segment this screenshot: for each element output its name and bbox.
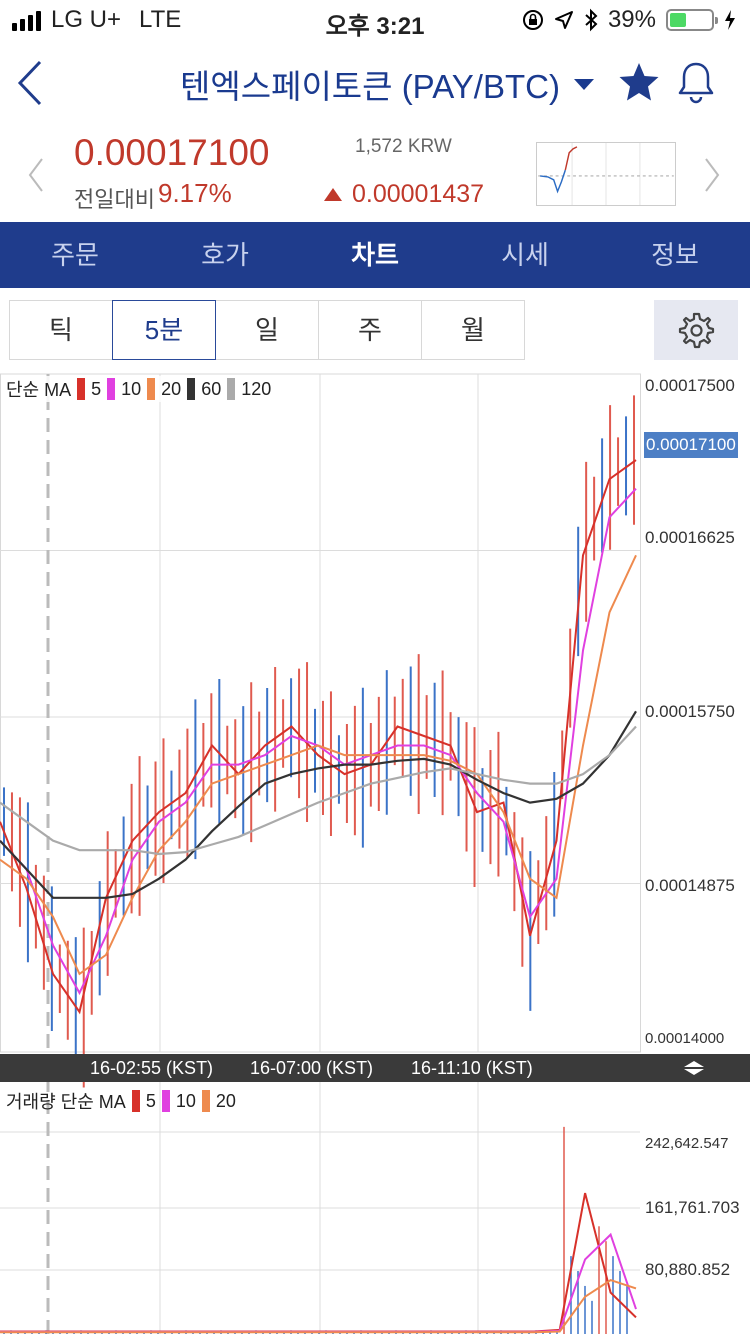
- volume-legend: 거래량 단순 MA 5 10 20: [6, 1088, 236, 1114]
- ma-line-20: [0, 554, 637, 976]
- y-tick-label: 0.00016625: [645, 528, 735, 547]
- tab-order[interactable]: 주문: [51, 240, 99, 270]
- tab-orderbook[interactable]: 호가: [201, 240, 249, 270]
- ma10-label: 10: [121, 378, 142, 399]
- ma20-swatch: [147, 378, 156, 400]
- ma-line-60: [0, 710, 637, 899]
- time-label: 16-02:55 (KST): [90, 1058, 214, 1078]
- y-tick-label: 0.00014000: [645, 1030, 725, 1047]
- tab-quotes[interactable]: 시세: [501, 240, 549, 270]
- period-tick[interactable]: 틱: [9, 300, 113, 360]
- vol-ma20-label: 20: [215, 1090, 236, 1111]
- favorite-star-icon[interactable]: [618, 62, 660, 102]
- page-title: 텐엑스페이토큰 (PAY/BTC): [180, 68, 560, 105]
- diff-label: 전일대비: [74, 187, 155, 212]
- chart-settings-button[interactable]: [654, 300, 738, 360]
- period-month[interactable]: 월: [421, 300, 525, 360]
- ma20-label: 20: [161, 378, 182, 399]
- ma120-label: 120: [241, 378, 272, 399]
- gear-icon: [678, 312, 715, 349]
- ma5-label: 5: [91, 378, 102, 399]
- time-label: 16-07:00 (KST): [250, 1058, 374, 1078]
- main-tabs: 주문 호가 차트 시세 정보: [0, 222, 750, 288]
- y-tick-label: 0.00015750: [645, 702, 735, 721]
- tab-chart[interactable]: 차트: [351, 240, 399, 270]
- ma-line-120: [0, 725, 637, 856]
- diff-percent: 9.17%: [158, 178, 232, 208]
- location-icon: [554, 11, 573, 29]
- y-tick-label: 0.00017500: [645, 376, 735, 395]
- status-time: 오후 3:21: [325, 13, 425, 40]
- carrier-label: LG U+: [51, 6, 122, 33]
- volume-ma-line-20: [0, 1279, 637, 1334]
- period-week[interactable]: 주: [318, 300, 422, 360]
- battery-percent: 39%: [607, 6, 656, 33]
- ma-line-5: [0, 459, 637, 1015]
- current-price-marker: 0.00017100: [644, 432, 738, 458]
- ma60-swatch: [187, 378, 196, 400]
- volume-ma-line-10: [0, 1232, 637, 1333]
- market-selector[interactable]: 텐엑스페이토큰 (PAY/BTC): [180, 60, 594, 108]
- bluetooth-icon: [585, 8, 598, 32]
- volume-ma-line-5: [0, 1192, 637, 1333]
- prev-market-chevron-icon[interactable]: [26, 156, 46, 194]
- signal-icon: [12, 9, 41, 31]
- chart-area[interactable]: 단순 MA 5 10 20 60 120 0.00017500 0.000171…: [0, 372, 750, 1334]
- vol-ma5-swatch: [131, 1090, 140, 1112]
- ma5-swatch: [77, 378, 86, 400]
- price-summary: 0.00017100 전일대비 9.17% 1,572 KRW 0.000014…: [0, 126, 750, 222]
- tab-info[interactable]: 정보: [651, 240, 699, 270]
- ma120-swatch: [227, 378, 236, 400]
- krw-price: 1,572 KRW: [355, 136, 452, 157]
- vol-ma10-swatch: [161, 1090, 170, 1112]
- vol-ma20-swatch: [201, 1090, 210, 1112]
- battery-icon: [666, 9, 718, 31]
- charging-icon: [725, 10, 735, 30]
- vol-ma5-label: 5: [145, 1090, 156, 1111]
- current-price: 0.00017100: [74, 132, 270, 173]
- up-triangle-icon: [324, 188, 342, 201]
- ma-legend-title: 단순 MA: [6, 380, 72, 400]
- price-change: 0.00001437: [324, 180, 484, 209]
- bell-icon[interactable]: [676, 60, 716, 104]
- mini-chart: [536, 142, 676, 206]
- time-axis: 16-02:55 (KST) 16-07:00 (KST) 16-11:10 (…: [0, 1054, 750, 1082]
- volume-y-tick-label: 161,761.703: [645, 1198, 740, 1217]
- price-chart-canvas[interactable]: [0, 372, 750, 1334]
- ma60-label: 60: [201, 378, 222, 399]
- resize-handle-icon[interactable]: [680, 1060, 708, 1076]
- period-day[interactable]: 일: [215, 300, 319, 360]
- status-bar: LG U+ LTE 오후 3:21 39%: [0, 0, 750, 40]
- ma-line-10: [0, 488, 637, 996]
- period-5min[interactable]: 5분: [112, 300, 216, 360]
- volume-y-tick-label: 242,642.547: [645, 1135, 729, 1152]
- volume-y-tick-label: 80,880.852: [645, 1260, 731, 1279]
- ma10-swatch: [107, 378, 116, 400]
- period-selector: 틱 5분 일 주 월: [9, 300, 525, 360]
- next-market-chevron-icon[interactable]: [702, 156, 722, 194]
- volume-legend-title: 거래량 단순 MA: [6, 1092, 126, 1112]
- caret-down-icon: [573, 78, 594, 90]
- network-label: LTE: [139, 6, 182, 33]
- y-tick-label: 0.00014875: [645, 876, 735, 895]
- back-chevron-icon[interactable]: [14, 58, 48, 108]
- header: 텐엑스페이토큰 (PAY/BTC): [0, 40, 750, 126]
- time-label: 16-11:10 (KST): [411, 1058, 533, 1078]
- ma-legend: 단순 MA 5 10 20 60 120: [6, 376, 272, 402]
- rotation-lock-icon: [522, 10, 543, 30]
- price-change-value: 0.00001437: [352, 180, 485, 208]
- vol-ma10-label: 10: [175, 1090, 196, 1111]
